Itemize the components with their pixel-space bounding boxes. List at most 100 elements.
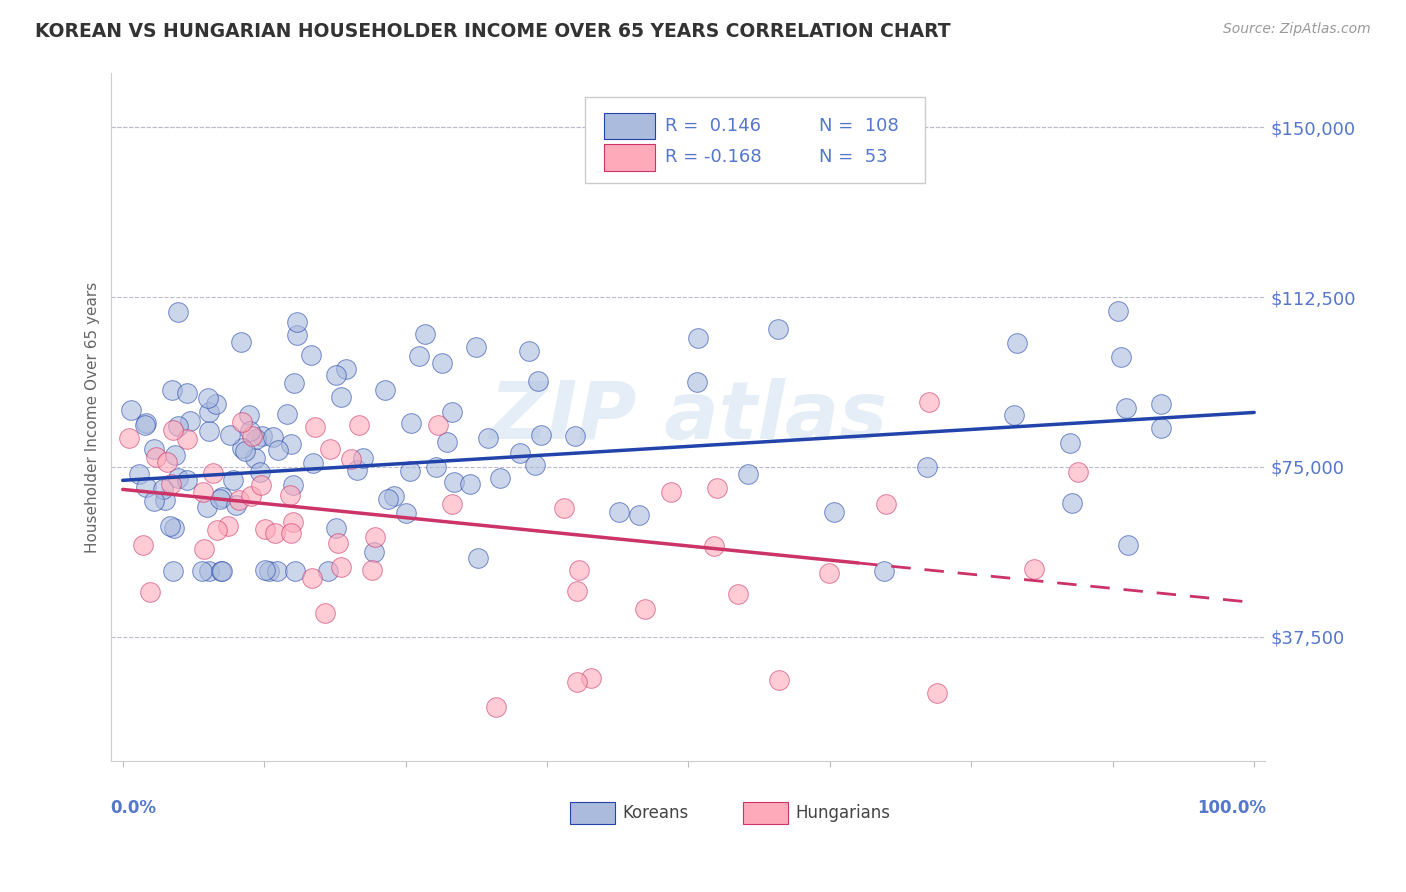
Point: [360, 563, 382, 577]
Point: [228, 493, 250, 508]
Point: [706, 481, 728, 495]
Point: [567, 675, 589, 690]
Point: [335, 361, 357, 376]
Point: [209, 564, 232, 578]
Point: [766, 322, 789, 336]
Point: [352, 450, 374, 465]
Point: [249, 466, 271, 480]
Point: [727, 587, 749, 601]
Point: [198, 424, 221, 438]
Point: [176, 385, 198, 400]
Point: [163, 521, 186, 535]
Point: [1066, 465, 1088, 479]
Point: [703, 539, 725, 553]
Point: [659, 484, 682, 499]
Point: [408, 349, 430, 363]
Point: [823, 505, 845, 519]
Point: [927, 686, 949, 700]
Point: [377, 491, 399, 506]
Point: [166, 305, 188, 319]
Point: [118, 431, 141, 445]
Point: [319, 442, 342, 456]
Point: [209, 492, 232, 507]
Point: [413, 326, 436, 341]
Point: [229, 334, 252, 349]
Point: [440, 497, 463, 511]
Point: [262, 430, 284, 444]
Point: [517, 344, 540, 359]
Text: R = -0.168: R = -0.168: [665, 148, 762, 167]
Point: [139, 585, 162, 599]
Point: [120, 402, 142, 417]
Point: [225, 498, 247, 512]
Point: [873, 564, 896, 578]
Point: [1115, 401, 1137, 416]
FancyBboxPatch shape: [585, 97, 925, 183]
Text: KOREAN VS HUNGARIAN HOUSEHOLDER INCOME OVER 65 YEARS CORRELATION CHART: KOREAN VS HUNGARIAN HOUSEHOLDER INCOME O…: [35, 22, 950, 41]
Point: [132, 538, 155, 552]
Point: [875, 497, 897, 511]
Point: [330, 390, 353, 404]
Point: [163, 448, 186, 462]
Point: [918, 395, 941, 409]
Text: N =  108: N = 108: [818, 117, 898, 135]
Point: [162, 383, 184, 397]
Text: R =  0.146: R = 0.146: [665, 117, 762, 135]
Point: [301, 570, 323, 584]
Point: [281, 515, 304, 529]
Point: [607, 505, 630, 519]
Point: [162, 424, 184, 438]
Point: [1150, 396, 1173, 410]
Point: [160, 476, 183, 491]
Point: [346, 463, 368, 477]
Point: [134, 418, 156, 433]
Point: [686, 331, 709, 345]
Point: [1002, 408, 1025, 422]
Point: [264, 525, 287, 540]
Point: [527, 374, 550, 388]
Point: [443, 475, 465, 490]
Point: [207, 523, 229, 537]
Point: [197, 405, 219, 419]
Point: [363, 545, 385, 559]
Point: [153, 492, 176, 507]
Point: [568, 563, 591, 577]
Point: [509, 445, 531, 459]
Point: [221, 473, 243, 487]
Point: [211, 490, 233, 504]
Point: [135, 416, 157, 430]
Point: [395, 506, 418, 520]
Text: ZIP atlas: ZIP atlas: [489, 378, 887, 456]
Point: [432, 356, 454, 370]
Point: [195, 500, 218, 514]
Point: [276, 407, 298, 421]
Point: [231, 442, 253, 456]
Point: [553, 500, 575, 515]
Point: [219, 428, 242, 442]
Text: Hungarians: Hungarians: [796, 804, 891, 822]
Point: [283, 376, 305, 391]
Point: [382, 490, 405, 504]
Point: [145, 450, 167, 464]
Point: [231, 415, 253, 429]
Point: [316, 564, 339, 578]
Point: [278, 488, 301, 502]
Point: [1005, 336, 1028, 351]
Point: [253, 522, 276, 536]
Point: [243, 450, 266, 465]
Point: [1150, 421, 1173, 435]
Point: [284, 564, 307, 578]
Point: [233, 444, 256, 458]
Point: [162, 564, 184, 578]
Point: [285, 328, 308, 343]
Point: [427, 418, 450, 433]
Point: [193, 485, 215, 500]
Point: [686, 375, 709, 389]
Point: [330, 559, 353, 574]
Point: [489, 471, 512, 485]
Point: [250, 429, 273, 443]
Point: [280, 526, 302, 541]
Point: [436, 435, 458, 450]
Point: [253, 563, 276, 577]
Point: [374, 383, 396, 397]
